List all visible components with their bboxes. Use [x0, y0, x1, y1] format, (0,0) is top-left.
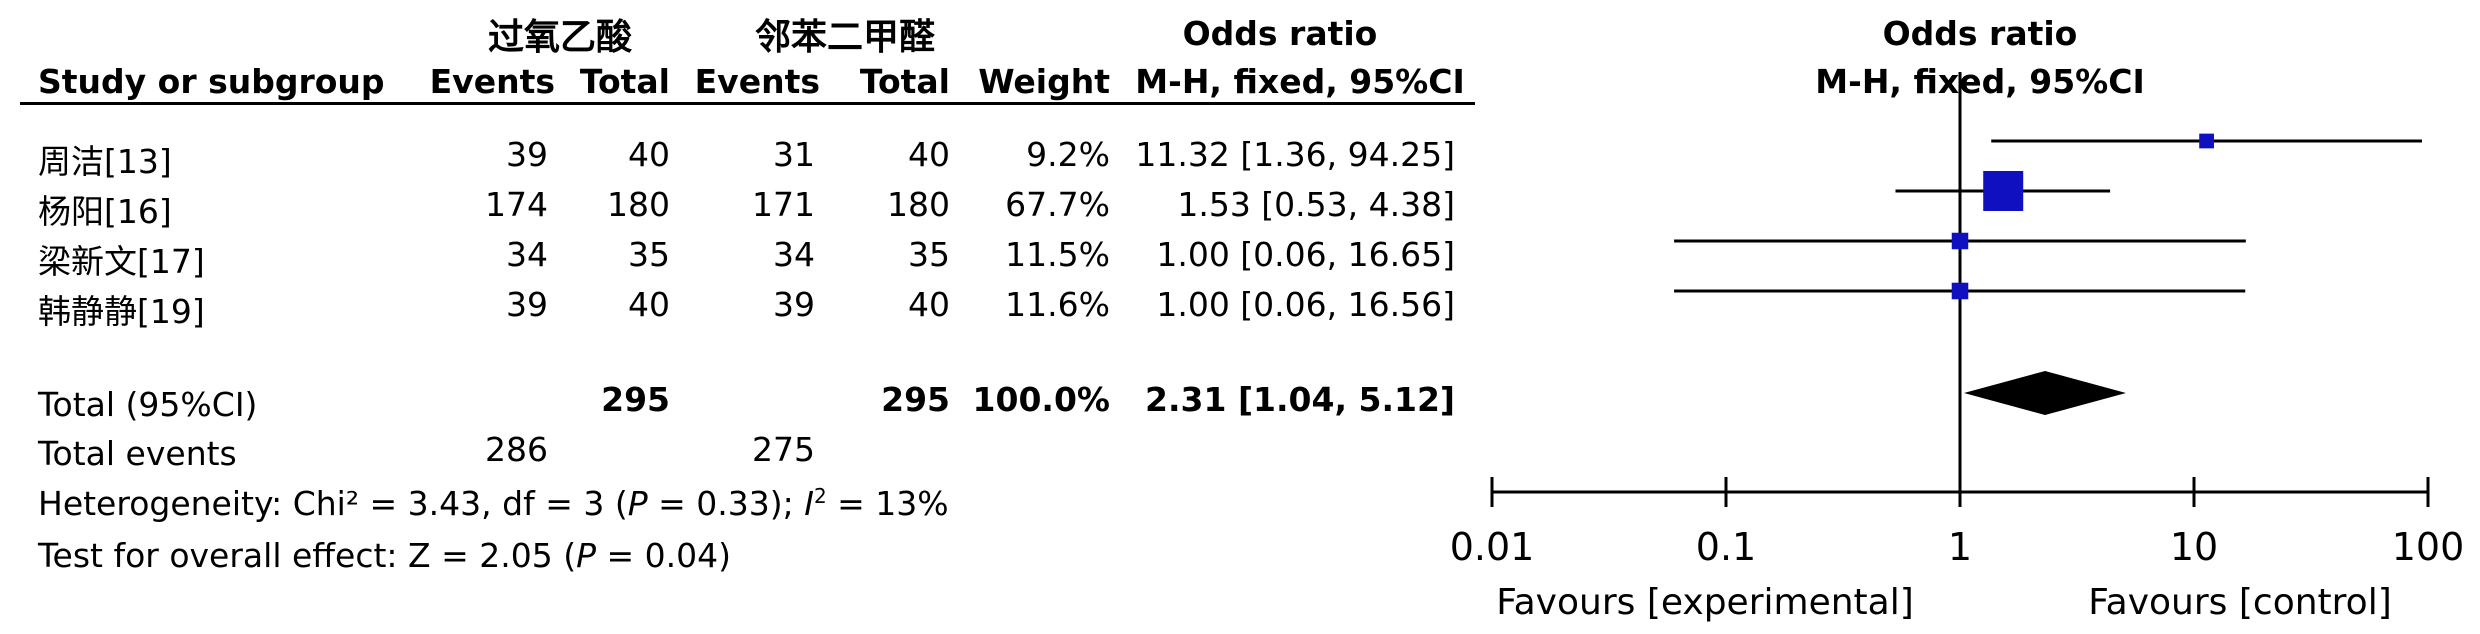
favours-experimental-label: Favours [experimental] — [1496, 582, 1914, 623]
heterogeneity-mid: = 0.33); — [647, 484, 805, 523]
events1-cell: 34 — [506, 235, 548, 274]
total1-header: Total — [579, 62, 670, 101]
events2-cell: 34 — [773, 235, 815, 274]
plot-title: Odds ratio — [1882, 14, 2078, 53]
total1-cell: 180 — [607, 185, 670, 224]
overall-p-symbol: P — [576, 536, 596, 575]
or-ci-cell: 11.32 [1.36, 94.25] — [1135, 135, 1455, 174]
heterogeneity-prefix: Heterogeneity: Chi² = 3.43, df = 3 ( — [38, 484, 628, 523]
weight-cell: 11.6% — [1005, 285, 1110, 324]
overall-prefix: Test for overall effect: Z = 2.05 ( — [38, 536, 577, 575]
events2-cell: 31 — [773, 135, 815, 174]
axis-tick-label: 1 — [1948, 525, 1972, 569]
events1-cell: 39 — [506, 285, 548, 324]
total2-cell: 35 — [908, 235, 950, 274]
axis-ticks: 0.01 0.1 1 10 100 — [1450, 477, 2465, 569]
total-or-ci: 2.31 [1.04, 5.12] — [1145, 380, 1455, 419]
total1-value: 295 — [601, 380, 670, 419]
pooled-diamond — [1963, 371, 2126, 415]
heterogeneity-superscript: 2 — [813, 484, 827, 508]
plot-method-header: M-H, fixed, 95%CI — [1815, 62, 2145, 101]
total1-cell: 40 — [628, 135, 670, 174]
axis-tick-label: 0.01 — [1450, 525, 1535, 569]
events2-header: Events — [694, 62, 820, 101]
total2-value: 295 — [881, 380, 950, 419]
events1-header: Events — [429, 62, 555, 101]
study-point-estimate — [2199, 133, 2214, 149]
events2-cell: 39 — [773, 285, 815, 324]
or-ci-cell: 1.53 [0.53, 4.38] — [1177, 185, 1455, 224]
events2-cell: 171 — [752, 185, 815, 224]
total2-cell: 180 — [887, 185, 950, 224]
total-events2: 275 — [752, 430, 815, 469]
heterogeneity-suffix: = 13% — [826, 484, 949, 523]
study-column-header: Study or subgroup — [38, 62, 385, 101]
axis-tick-label: 100 — [2392, 525, 2465, 569]
total-events-label: Total events — [38, 434, 237, 473]
axis-tick-label: 0.1 — [1696, 525, 1756, 569]
study-point-estimate — [1951, 282, 1969, 300]
weight-cell: 11.5% — [1005, 235, 1110, 274]
study-markers — [1674, 133, 2422, 300]
events1-cell: 174 — [485, 185, 548, 224]
total1-cell: 35 — [628, 235, 670, 274]
overall-suffix: = 0.04) — [596, 536, 731, 575]
total-weight: 100.0% — [972, 380, 1110, 419]
or-column-title: Odds ratio — [1182, 14, 1378, 53]
study-name: 周洁[13] — [38, 142, 172, 181]
heterogeneity-text: Heterogeneity: Chi² = 3.43, df = 3 (P = … — [38, 484, 949, 523]
total2-cell: 40 — [908, 135, 950, 174]
total1-cell: 40 — [628, 285, 670, 324]
heterogeneity-i-symbol: I — [804, 484, 814, 523]
axis-tick-label: 10 — [2170, 525, 2218, 569]
header-underline — [20, 102, 1475, 105]
study-name: 杨阳[16] — [38, 192, 172, 231]
favours-control-label: Favours [control] — [2088, 582, 2392, 623]
weight-cell: 67.7% — [1005, 185, 1110, 224]
total2-header: Total — [859, 62, 950, 101]
study-name: 梁新文[17] — [38, 242, 205, 281]
control-group-label: 邻苯二甲醛 — [754, 16, 935, 58]
or-ci-cell: 1.00 [0.06, 16.65] — [1156, 235, 1455, 274]
total-label: Total (95%CI) — [38, 385, 258, 424]
or-method-header: M-H, fixed, 95%CI — [1135, 62, 1465, 101]
study-point-estimate — [1951, 232, 1969, 250]
study-name: 韩静静[19] — [38, 292, 205, 331]
experimental-group-label: 过氧乙酸 — [487, 16, 632, 58]
events1-cell: 39 — [506, 135, 548, 174]
overall-effect-text: Test for overall effect: Z = 2.05 (P = 0… — [38, 536, 731, 575]
or-ci-cell: 1.00 [0.06, 16.56] — [1156, 285, 1455, 324]
study-point-estimate — [1983, 171, 2024, 211]
total-events1: 286 — [485, 430, 548, 469]
weight-cell: 9.2% — [1026, 135, 1110, 174]
heterogeneity-p-symbol: P — [627, 484, 648, 523]
total2-cell: 40 — [908, 285, 950, 324]
weight-header: Weight — [978, 62, 1110, 101]
